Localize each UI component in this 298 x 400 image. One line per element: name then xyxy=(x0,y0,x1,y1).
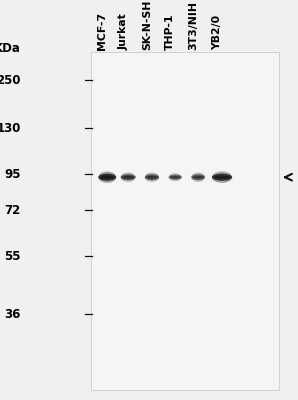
Ellipse shape xyxy=(122,176,134,178)
Ellipse shape xyxy=(214,176,230,179)
Ellipse shape xyxy=(121,174,136,180)
Text: YB2/0: YB2/0 xyxy=(212,15,222,50)
Text: 130: 130 xyxy=(0,122,21,134)
Ellipse shape xyxy=(191,172,205,182)
Ellipse shape xyxy=(170,176,181,178)
Ellipse shape xyxy=(191,174,205,180)
Ellipse shape xyxy=(100,176,114,179)
Ellipse shape xyxy=(146,176,158,178)
Ellipse shape xyxy=(193,176,204,178)
Text: 36: 36 xyxy=(4,308,21,320)
Text: 250: 250 xyxy=(0,74,21,86)
Text: 72: 72 xyxy=(4,204,21,216)
Ellipse shape xyxy=(212,172,232,183)
Text: MCF-7: MCF-7 xyxy=(97,12,107,50)
Ellipse shape xyxy=(145,174,159,180)
Text: 55: 55 xyxy=(4,250,21,262)
Text: SK-N-SH: SK-N-SH xyxy=(142,0,152,50)
Ellipse shape xyxy=(169,173,182,181)
Text: Jurkat: Jurkat xyxy=(118,13,128,50)
Ellipse shape xyxy=(145,172,159,182)
Text: KDa: KDa xyxy=(0,42,21,54)
Ellipse shape xyxy=(121,172,136,182)
Ellipse shape xyxy=(98,172,116,183)
Text: 95: 95 xyxy=(4,168,21,180)
Ellipse shape xyxy=(98,174,116,181)
Text: THP-1: THP-1 xyxy=(165,14,175,50)
Ellipse shape xyxy=(169,174,182,180)
Ellipse shape xyxy=(212,174,232,181)
Bar xyxy=(91,52,279,390)
Text: 3T3/NIH: 3T3/NIH xyxy=(188,1,198,50)
